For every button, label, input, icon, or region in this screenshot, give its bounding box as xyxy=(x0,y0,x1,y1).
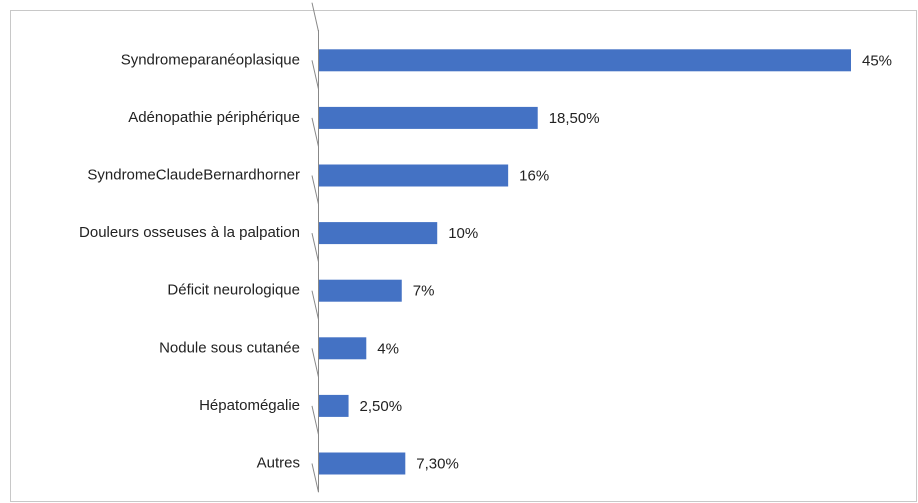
y-tick-label: Douleurs osseuses à la palpation xyxy=(79,224,300,241)
value-label: 2,50% xyxy=(360,398,403,415)
category-tick xyxy=(311,117,319,147)
value-label: 18,50% xyxy=(549,110,600,127)
bar xyxy=(319,452,406,475)
category-tick xyxy=(311,2,319,32)
bar xyxy=(319,164,509,187)
bar xyxy=(319,222,438,245)
bar xyxy=(319,49,851,72)
value-label: 10% xyxy=(448,225,478,242)
value-label: 16% xyxy=(519,167,549,184)
y-tick-label: Déficit neurologique xyxy=(167,282,300,299)
value-label: 7,30% xyxy=(416,455,459,472)
bar xyxy=(319,106,538,129)
category-tick xyxy=(311,463,319,493)
y-tick-label: Adénopathie périphérique xyxy=(128,109,300,126)
y-tick-label: Hépatomégalie xyxy=(199,397,300,414)
y-tick-label: Autres xyxy=(257,454,300,471)
category-tick xyxy=(311,232,319,263)
bar xyxy=(319,279,402,302)
category-tick xyxy=(311,348,319,378)
bar xyxy=(319,337,367,360)
y-tick-label: SyndromeClaudeBernardhorner xyxy=(87,166,300,183)
category-tick xyxy=(311,405,319,435)
category-tick xyxy=(311,290,319,320)
value-label: 4% xyxy=(377,340,399,357)
value-label: 7% xyxy=(413,283,435,300)
bar xyxy=(319,394,349,417)
value-label: 45% xyxy=(862,52,892,69)
category-tick xyxy=(311,175,319,205)
category-tick xyxy=(311,60,319,90)
chart-frame xyxy=(10,10,917,502)
y-tick-label: Syndromeparanéoplasique xyxy=(121,51,300,68)
y-tick-label: Nodule sous cutanée xyxy=(159,339,300,356)
